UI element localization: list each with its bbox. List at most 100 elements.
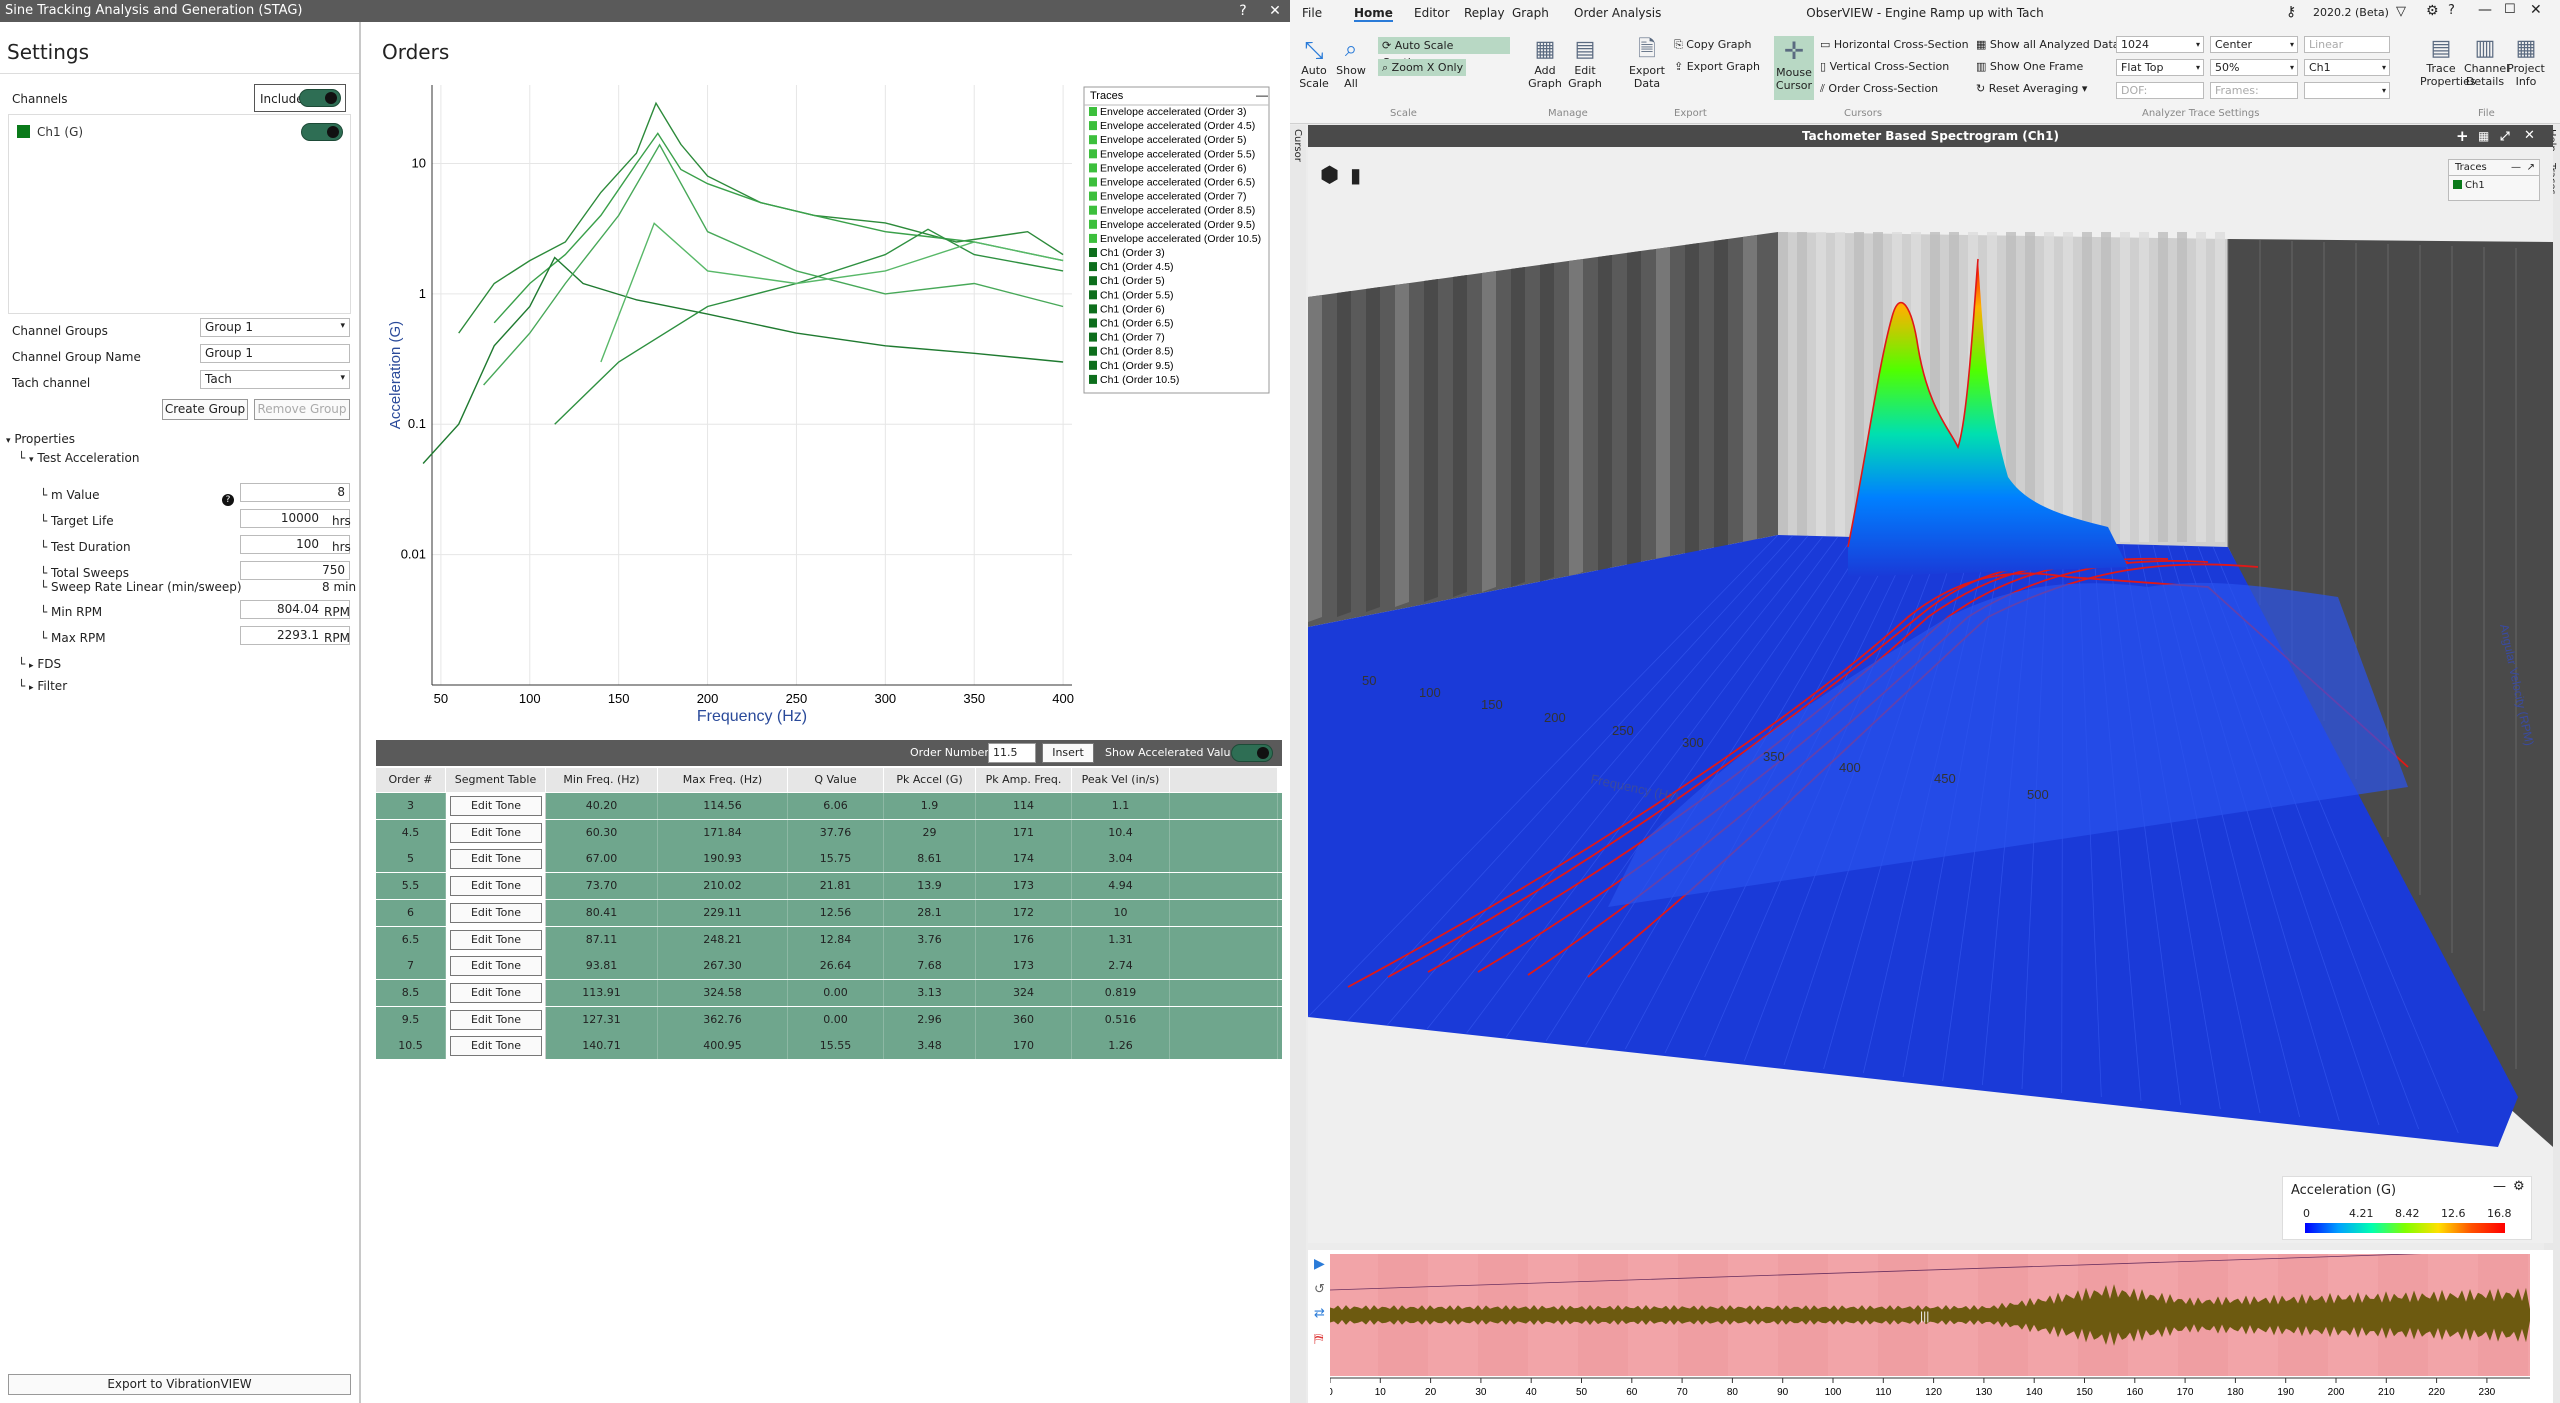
column-header[interactable]: Peak Vel (in/s) — [1072, 768, 1170, 792]
legend-entry[interactable]: Ch1 (Order 5) — [1100, 275, 1165, 287]
close-icon[interactable]: ✕ — [1269, 3, 1281, 19]
dof-input[interactable]: DOF: — [2116, 82, 2204, 99]
legend-entry[interactable]: Ch1 (Order 4.5) — [1100, 261, 1174, 273]
create-group-button[interactable]: Create Group — [162, 399, 248, 420]
gear-icon[interactable]: ⚙ — [2426, 3, 2439, 19]
prop-input[interactable]: 10000 — [240, 509, 350, 528]
column-header[interactable]: Q Value — [788, 768, 884, 792]
export-vibrationview-button[interactable]: Export to VibrationVIEW — [8, 1374, 351, 1395]
channel-groups-select[interactable]: Group 1 ▾ — [200, 318, 350, 337]
info-icon[interactable]: ? — [222, 494, 234, 506]
menu-file[interactable]: File — [1302, 6, 1323, 20]
loop-icon[interactable]: ⇄ — [1314, 1306, 1325, 1321]
project-info-button[interactable]: ▦ Project Info — [2507, 36, 2545, 88]
filter-icon[interactable]: ▽ — [2396, 4, 2406, 19]
edit-tone-button[interactable]: Edit Tone — [450, 1036, 542, 1057]
series-line[interactable] — [458, 101, 1064, 334]
order-number-input[interactable]: 11.5 — [988, 743, 1036, 763]
legend-entry[interactable]: Envelope accelerated (Order 7) — [1100, 191, 1247, 203]
window-select[interactable]: Flat Top ▾ — [2116, 59, 2204, 76]
auto-scale-button[interactable]: ⤡ Auto Scale — [1296, 36, 1332, 90]
vertical-cross-section-button[interactable]: ▯ Vertical Cross-Section — [1820, 60, 1950, 73]
column-header[interactable]: Pk Amp. Freq. (Hz) — [976, 768, 1072, 810]
show-all-analyzed-button[interactable]: ▦ Show all Analyzed Data — [1976, 38, 2120, 51]
channel-name[interactable]: Ch1 (G) — [37, 125, 84, 139]
edit-tone-button[interactable]: Edit Tone — [450, 929, 542, 950]
edit-tone-button[interactable]: Edit Tone — [450, 956, 542, 977]
legend-entry[interactable]: Envelope accelerated (Order 5) — [1100, 134, 1247, 146]
edit-tone-button[interactable]: Edit Tone — [450, 849, 542, 870]
scale-select[interactable]: Linear — [2304, 36, 2390, 53]
legend-entry[interactable]: Envelope accelerated (Order 8.5) — [1100, 205, 1255, 217]
play-icon[interactable]: ▶ — [1314, 1256, 1325, 1272]
filter-node[interactable]: └ ▸ Filter — [18, 679, 68, 693]
edit-graph-button[interactable]: ▤ Edit Graph — [1566, 36, 1604, 90]
legend-entry[interactable]: Ch1 (Order 8.5) — [1100, 346, 1174, 358]
overlap-select[interactable]: 50% ▾ — [2210, 59, 2298, 76]
include-toggle-box[interactable]: Include — [254, 84, 346, 112]
menu-graph[interactable]: Graph — [1512, 6, 1549, 20]
show-one-frame-button[interactable]: ▥ Show One Frame — [1976, 60, 2084, 73]
collapse-icon[interactable]: — — [2493, 1179, 2506, 1194]
minimize-icon[interactable]: — — [2478, 2, 2492, 18]
trace-properties-button[interactable]: ▤ Trace Properties — [2420, 36, 2476, 88]
table-row[interactable]: 5 Edit Tone 67.00 190.93 15.75 8.61 174 3.04 — [376, 846, 1282, 873]
legend-entry[interactable]: Ch1 (Order 6.5) — [1100, 318, 1174, 330]
rpm-input[interactable]: 804.04 — [240, 600, 350, 619]
table-row[interactable]: 6.5 Edit Tone 87.11 248.21 12.84 3.76 176 1.31 — [376, 926, 1282, 953]
legend-entry[interactable]: Ch1 (Order 3) — [1100, 247, 1165, 259]
maximize-icon[interactable]: ☐ — [2504, 2, 2516, 17]
prop-input[interactable]: 750 — [240, 561, 350, 580]
table-row[interactable]: 3 Edit Tone 40.20 114.56 6.06 1.9 114 1.1 — [376, 793, 1282, 819]
series-line[interactable] — [554, 228, 1064, 425]
edit-tone-button[interactable]: Edit Tone — [450, 796, 542, 816]
popout-icon[interactable]: ↗ — [2526, 162, 2535, 173]
table-row[interactable]: 9.5 Edit Tone 127.31 362.76 0.00 2.96 360 0.516 — [376, 1006, 1282, 1033]
edit-tone-button[interactable]: Edit Tone — [450, 1009, 542, 1030]
series-line[interactable] — [483, 143, 1064, 386]
table-row[interactable]: 8.5 Edit Tone 113.91 324.58 0.00 3.13 324 0.819 — [376, 979, 1282, 1006]
cursor-side-tab[interactable]: Cursor — [1290, 125, 1306, 1403]
frames-input[interactable]: Frames: — [2210, 82, 2298, 99]
legend-entry[interactable]: Ch1 (Order 5.5) — [1100, 289, 1174, 301]
menu-home[interactable]: Home — [1354, 6, 1393, 22]
copy-graph-button[interactable]: ⎘ Copy Graph — [1674, 38, 1752, 51]
group-name-input[interactable]: Group 1 — [200, 344, 350, 363]
show-all-button[interactable]: ⌕ Show All — [1334, 36, 1368, 90]
mouse-cursor-button[interactable]: ✛ Mouse Cursor — [1774, 36, 1814, 100]
menu-order-analysis[interactable]: Order Analysis — [1574, 6, 1662, 20]
edit-tone-button[interactable]: Edit Tone — [450, 876, 542, 897]
tach-select[interactable]: Tach ▾ — [200, 370, 350, 389]
rpm-input[interactable]: 2293.1 — [240, 626, 350, 645]
export-graph-button[interactable]: ⇪ Export Graph — [1674, 60, 1760, 73]
add-icon[interactable]: + — [2456, 127, 2469, 145]
properties-node[interactable]: ▾ Properties — [6, 432, 76, 446]
key-icon[interactable]: ⚷ — [2286, 4, 2297, 20]
prop-input[interactable]: 8 — [240, 483, 350, 502]
remove-group-button[interactable]: Remove Group — [254, 399, 350, 420]
close-icon[interactable]: ✕ — [2530, 2, 2542, 18]
legend-entry[interactable]: Ch1 (Order 7) — [1100, 332, 1165, 344]
auto-scale-continuous-toggle[interactable]: ⟳ Auto Scale Continuous — [1378, 37, 1510, 69]
legend-entry[interactable]: Ch1 (Order 6) — [1100, 303, 1165, 315]
table-row[interactable]: 10.5 Edit Tone 140.71 400.95 15.55 3.48 170 1.2… — [376, 1033, 1282, 1060]
fds-node[interactable]: └ ▸ FDS — [18, 657, 62, 671]
2d-view-icon[interactable]: ▮ — [1350, 163, 1362, 187]
insert-button[interactable]: Insert — [1042, 743, 1094, 763]
export-data-button[interactable]: 🗎 Export Data — [1628, 37, 1665, 90]
prop-input[interactable]: 100 — [240, 535, 350, 554]
edit-tone-button[interactable]: Edit Tone — [450, 982, 542, 1003]
channel-select[interactable]: Ch1 ▾ — [2304, 59, 2390, 76]
legend-entry[interactable]: Envelope accelerated (Order 6) — [1100, 162, 1247, 174]
menu-editor[interactable]: Editor — [1414, 6, 1450, 20]
3d-cube-icon[interactable]: ⬢ — [1320, 163, 1340, 188]
menu-replay[interactable]: Replay — [1464, 6, 1505, 20]
rewind-icon[interactable]: ↺ — [1314, 1282, 1325, 1297]
show-accel-toggle[interactable] — [1231, 744, 1273, 762]
edit-tone-button[interactable]: Edit Tone — [450, 822, 542, 843]
column-header[interactable]: Segment Table — [446, 768, 546, 792]
help-icon[interactable]: ? — [1239, 3, 1247, 19]
expand-icon[interactable]: ⤢ — [2500, 129, 2510, 143]
series-line[interactable] — [493, 132, 1064, 324]
table-row[interactable]: 6 Edit Tone 80.41 229.11 12.56 28.1 172 10 — [376, 899, 1282, 926]
